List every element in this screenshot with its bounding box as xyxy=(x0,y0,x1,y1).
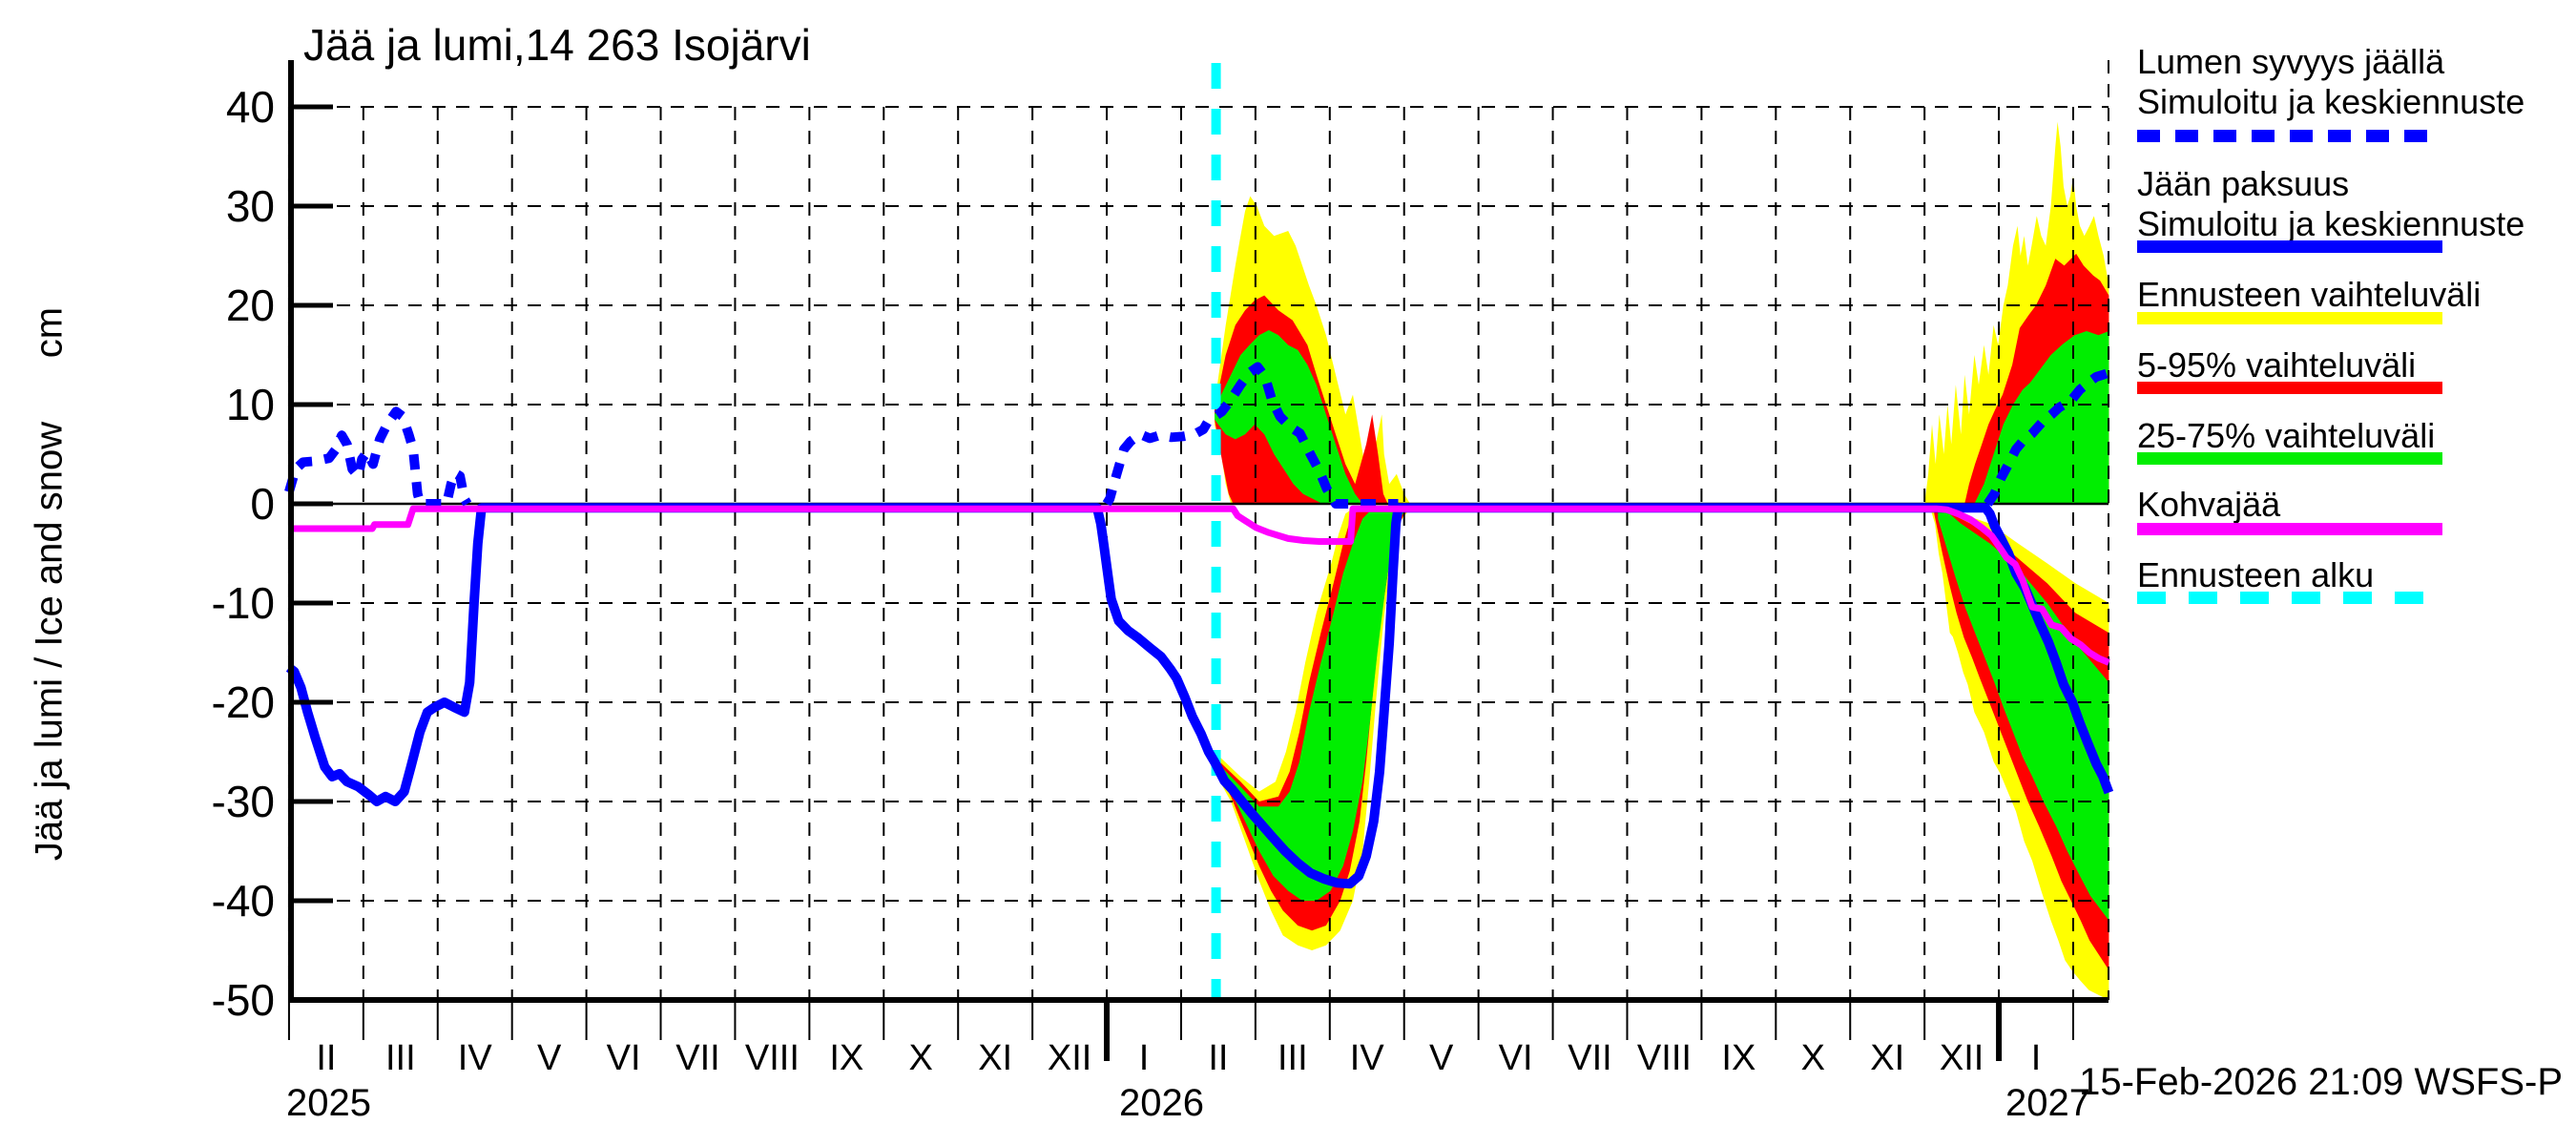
month-label: XI xyxy=(1870,1038,1905,1078)
month-label: III xyxy=(1277,1038,1308,1078)
y-tick-label: -50 xyxy=(211,975,275,1025)
month-label: II xyxy=(316,1038,337,1078)
legend-entry-label-5: Kohvajää xyxy=(2137,485,2281,524)
month-label: VI xyxy=(606,1038,641,1078)
legend-line-sample-1 xyxy=(2137,240,2442,253)
footer-timestamp: 15-Feb-2026 21:09 WSFS-P xyxy=(2079,1061,2563,1103)
snow-depth-simulated-2025 xyxy=(284,406,472,509)
y-tick-label: 10 xyxy=(225,380,275,429)
month-label: X xyxy=(1800,1038,1825,1078)
y-tick-label: -30 xyxy=(211,777,275,826)
month-label: VII xyxy=(1568,1038,1612,1078)
legend-entry-label-4: 25-75% vaihteluväli xyxy=(2137,416,2436,455)
y-tick-label: -10 xyxy=(211,578,275,628)
snow-depth-simulated-2026 xyxy=(1102,362,1399,509)
y-tick-label: 40 xyxy=(225,82,275,132)
month-label: V xyxy=(536,1038,562,1078)
legend-line-sample-0 xyxy=(2137,130,2442,142)
ice-range-25-75-spring-2026 xyxy=(1215,504,1410,901)
legend-entry-label-0: Lumen syvyys jäällä Simuloitu ja keskien… xyxy=(2137,42,2525,121)
month-label: V xyxy=(1428,1038,1454,1078)
month-label: I xyxy=(2030,1038,2042,1078)
month-label: IV xyxy=(1349,1038,1384,1078)
year-label: 2027 xyxy=(2005,1082,2090,1124)
legend-line-sample-4 xyxy=(2137,452,2442,465)
ice-range-25-75-winter-2027 xyxy=(1938,504,2109,921)
legend-entry-label-3: 5-95% vaihteluväli xyxy=(2137,345,2417,385)
grid-lines xyxy=(287,60,2109,1000)
kohvajaa-line xyxy=(288,505,2110,666)
snow-range-25-75-spring-2026 xyxy=(1215,330,1363,504)
month-label: III xyxy=(384,1038,416,1078)
legend-entry-label-6: Ennusteen alku xyxy=(2137,555,2375,594)
legend-line-sample-5 xyxy=(2137,523,2442,535)
forecast-bands xyxy=(1215,121,2109,1000)
month-label: XII xyxy=(1047,1038,1092,1078)
month-label: IX xyxy=(829,1038,864,1078)
snow-depth-forecast-2027 xyxy=(1984,367,2111,507)
month-label: II xyxy=(1208,1038,1229,1078)
month-label: VI xyxy=(1498,1038,1533,1078)
year-label: 2026 xyxy=(1119,1082,1204,1124)
ice-thickness-simulated xyxy=(285,503,2114,889)
month-label: XI xyxy=(978,1038,1013,1078)
y-tick-label: 20 xyxy=(225,281,275,330)
month-label: I xyxy=(1138,1038,1150,1078)
month-label: XII xyxy=(1939,1038,1984,1078)
legend-line-sample-3 xyxy=(2137,382,2442,394)
legend-line-sample-6 xyxy=(2137,592,2442,604)
data-lines xyxy=(284,362,2114,889)
snow-range-25-75-winter-2027 xyxy=(1974,331,2109,504)
month-label: IV xyxy=(457,1038,492,1078)
month-label: VIII xyxy=(744,1038,800,1078)
legend-entry-label-2: Ennusteen vaihteluväli xyxy=(2137,275,2482,314)
page-title: Jää ja lumi,14 263 Isojärvi xyxy=(303,20,811,70)
month-label: X xyxy=(908,1038,933,1078)
y-tick-label: 0 xyxy=(250,479,275,529)
y-tick-label: -40 xyxy=(211,876,275,926)
month-label: VIII xyxy=(1636,1038,1692,1078)
month-label: VII xyxy=(675,1038,720,1078)
y-tick-label: 30 xyxy=(225,181,275,231)
legend-entry-label-1: Jään paksuus Simuloitu ja keskiennuste xyxy=(2137,164,2525,243)
axes-frame xyxy=(287,60,2109,1061)
legend-line-sample-2 xyxy=(2137,312,2442,324)
year-label: 2025 xyxy=(286,1082,371,1124)
month-label: IX xyxy=(1721,1038,1756,1078)
y-tick-label: -20 xyxy=(211,677,275,727)
